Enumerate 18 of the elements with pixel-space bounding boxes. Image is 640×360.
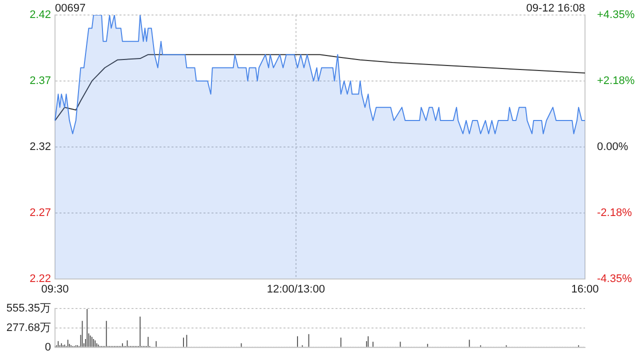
y2-tick-label: -4.35% bbox=[597, 272, 632, 285]
y-tick-label: 2.32 bbox=[30, 140, 51, 153]
y2-tick-label: +4.35% bbox=[597, 9, 635, 22]
y-tick-label: 2.22 bbox=[30, 272, 51, 285]
text: 09-12 16:08 bbox=[526, 2, 585, 15]
y-tick-label: 2.42 bbox=[30, 9, 51, 22]
y2-tick-label: 0.00% bbox=[597, 140, 628, 153]
y-tick-label: 555.35万 bbox=[6, 302, 51, 315]
y2-tick-label: +2.18% bbox=[597, 74, 635, 87]
y2-tick-label: -2.18% bbox=[597, 207, 632, 220]
y-tick-label: 2.37 bbox=[30, 74, 51, 87]
y-tick-label: 277.68万 bbox=[6, 322, 51, 334]
y-tick-label: 0 bbox=[44, 341, 51, 354]
x-tick-label: 16:00 bbox=[571, 283, 599, 296]
x-tick-label: 12:00/13:00 bbox=[266, 283, 325, 296]
chart-title: 00697 bbox=[55, 2, 86, 15]
x-tick-label: 09:30 bbox=[41, 283, 69, 296]
y-tick-label: 2.27 bbox=[30, 206, 51, 219]
